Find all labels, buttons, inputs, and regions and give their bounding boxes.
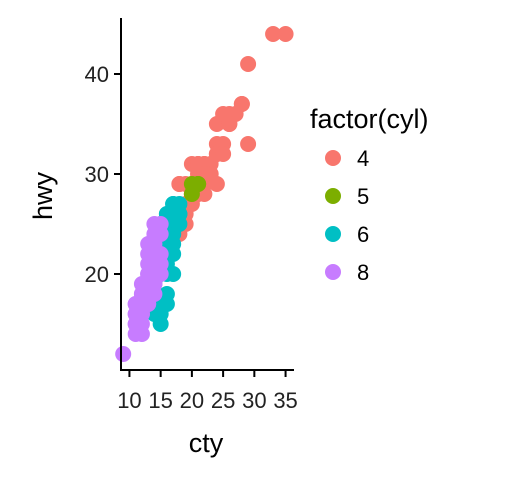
point-cyl-4-12 <box>277 26 294 42</box>
y-tick-label-40: 40 <box>85 62 109 87</box>
legend-label-cyl-8: 8 <box>357 260 369 285</box>
point-cyl-4-38 <box>240 136 257 152</box>
legend-label-cyl-5: 5 <box>357 184 369 209</box>
point-cyl-6-39 <box>165 266 182 282</box>
y-tick-label-20: 20 <box>85 262 109 287</box>
legend-label-cyl-4: 4 <box>357 146 369 171</box>
legend-label-cyl-6: 6 <box>357 222 369 247</box>
legend-key-cyl-8 <box>325 264 341 280</box>
point-cyl-8-32 <box>152 256 169 272</box>
legend-title: factor(cyl) <box>310 104 429 134</box>
x-tick-label-30: 30 <box>242 388 266 413</box>
legend-key-cyl-6 <box>325 226 341 242</box>
point-cyl-8-33 <box>146 226 163 242</box>
x-tick-label-15: 15 <box>148 388 172 413</box>
point-cyl-6-38 <box>158 296 175 312</box>
point-cyl-5-3 <box>183 176 200 192</box>
point-cyl-4-31 <box>233 96 250 112</box>
x-tick-label-10: 10 <box>117 388 141 413</box>
point-cyl-8-30 <box>133 326 150 342</box>
point-cyl-4-14 <box>265 26 282 42</box>
y-tick-label-30: 30 <box>85 162 109 187</box>
point-cyl-4-48 <box>221 116 238 132</box>
legend-key-cyl-5 <box>325 188 341 204</box>
legend: factor(cyl) 4 5 6 8 <box>310 104 429 285</box>
x-axis-title: cty <box>189 428 224 458</box>
points-layer <box>115 26 294 362</box>
point-cyl-6-34 <box>165 246 182 262</box>
point-cyl-8-38 <box>133 296 150 312</box>
legend-key-cyl-4 <box>325 150 341 166</box>
legend-items: 4 5 6 8 <box>325 146 369 285</box>
point-cyl-8-24 <box>115 346 132 362</box>
point-cyl-6-37 <box>152 316 169 332</box>
x-tick-label-25: 25 <box>211 388 235 413</box>
x-tick-label-35: 35 <box>273 388 297 413</box>
point-cyl-6-30 <box>165 196 182 212</box>
point-cyl-8-39 <box>140 266 157 282</box>
x-tick-label-20: 20 <box>180 388 204 413</box>
point-cyl-8-34 <box>140 246 157 262</box>
ticks-layer: 10 15 20 25 30 35 20 30 40 <box>85 62 298 413</box>
y-axis-title: hwy <box>28 171 58 220</box>
point-cyl-4-44 <box>215 146 232 162</box>
point-cyl-4-13 <box>240 56 257 72</box>
point-cyl-4-43 <box>208 176 225 192</box>
